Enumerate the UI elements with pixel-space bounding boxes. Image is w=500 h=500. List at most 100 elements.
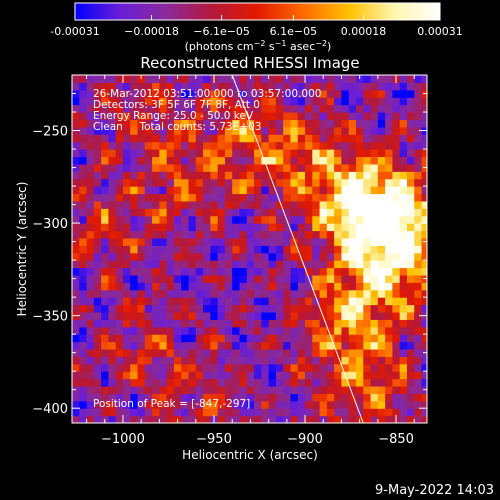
heatmap-cell xyxy=(166,252,175,261)
heatmap-cell xyxy=(246,208,255,217)
heatmap-cell xyxy=(203,215,211,224)
heatmap-cell xyxy=(261,104,270,113)
heatmap-cell xyxy=(414,311,423,320)
heatmap-cell xyxy=(166,415,175,423)
heatmap-cell xyxy=(166,304,175,313)
heatmap-cell xyxy=(356,267,364,276)
heatmap-cell xyxy=(188,408,197,417)
heatmap-cell xyxy=(152,348,160,357)
heatmap-cell xyxy=(217,186,226,195)
heatmap-cell xyxy=(239,393,248,402)
heatmap-cell xyxy=(108,193,117,202)
heatmap-cell xyxy=(261,260,270,269)
heatmap-cell xyxy=(275,89,284,98)
heatmap-cell xyxy=(399,97,408,106)
heatmap-cell xyxy=(421,75,427,84)
heatmap-cell xyxy=(239,267,248,276)
heatmap-cell xyxy=(72,215,80,224)
heatmap-cell xyxy=(79,326,88,335)
heatmap-cell xyxy=(348,223,357,232)
heatmap-cell xyxy=(144,408,153,417)
heatmap-cell xyxy=(137,378,146,387)
heatmap-cell xyxy=(341,319,350,328)
heatmap-cell xyxy=(392,348,401,357)
heatmap-cell xyxy=(137,363,146,372)
heatmap-cell xyxy=(414,82,423,91)
heatmap-cell xyxy=(290,267,299,276)
heatmap-cell xyxy=(203,171,211,180)
heatmap-cell xyxy=(232,378,241,387)
heatmap-cell xyxy=(217,215,226,224)
heatmap-cell xyxy=(101,408,110,417)
heatmap-cell xyxy=(72,82,80,91)
heatmap-cell xyxy=(130,400,139,409)
heatmap-cell xyxy=(370,341,379,350)
heatmap-cell xyxy=(246,215,255,224)
heatmap-cell xyxy=(159,163,168,172)
heatmap-cell xyxy=(363,215,372,224)
heatmap-cell xyxy=(254,119,262,128)
heatmap-cell xyxy=(334,356,343,365)
heatmap-cell xyxy=(239,363,248,372)
heatmap-cell xyxy=(319,178,328,187)
heatmap-cell xyxy=(399,82,408,91)
heatmap-cell xyxy=(348,156,357,165)
heatmap-cell xyxy=(261,141,270,150)
heatmap-cell xyxy=(159,215,168,224)
heatmap-cell xyxy=(414,334,423,343)
heatmap-cell xyxy=(356,156,364,165)
heatmap-cell xyxy=(166,89,175,98)
heatmap-cell xyxy=(377,200,386,209)
heatmap-cell xyxy=(137,149,146,158)
heatmap-cell xyxy=(326,89,335,98)
heatmap-cell xyxy=(283,178,292,187)
heatmap-cell xyxy=(86,260,95,269)
heatmap-cell xyxy=(130,126,139,135)
heatmap-cell xyxy=(195,134,204,143)
heatmap-cell xyxy=(188,348,197,357)
heatmap-cell xyxy=(312,297,321,306)
heatmap-cell xyxy=(72,371,80,380)
heatmap-cell xyxy=(275,163,284,172)
heatmap-cell xyxy=(283,245,292,254)
heatmap-cell xyxy=(334,393,343,402)
heatmap-cell xyxy=(421,297,427,306)
heatmap-cell xyxy=(356,363,364,372)
heatmap-cell xyxy=(115,415,124,423)
heatmap-cell xyxy=(203,156,211,165)
heatmap-cell xyxy=(348,200,357,209)
heatmap-cell xyxy=(181,126,190,135)
heatmap-cell xyxy=(166,208,175,217)
heatmap-cell xyxy=(261,89,270,98)
heatmap-cell xyxy=(195,400,204,409)
heatmap-cell xyxy=(152,334,160,343)
heatmap-cell xyxy=(144,75,153,84)
heatmap-cell xyxy=(356,326,364,335)
heatmap-cell xyxy=(188,326,197,335)
heatmap-cell xyxy=(115,163,124,172)
heatmap-cell xyxy=(130,89,139,98)
heatmap-cell xyxy=(319,348,328,357)
heatmap-cell xyxy=(173,371,182,380)
heatmap-cell xyxy=(188,156,197,165)
heatmap-cell xyxy=(392,149,401,158)
heatmap-cell xyxy=(246,186,255,195)
heatmap-cell xyxy=(406,230,415,239)
heatmap-cell xyxy=(341,112,350,121)
heatmap-cell xyxy=(217,126,226,135)
heatmap-cell xyxy=(268,119,277,128)
heatmap-cell xyxy=(86,237,95,246)
heatmap-cell xyxy=(399,237,408,246)
heatmap-cell xyxy=(210,186,219,195)
heatmap-cell xyxy=(370,252,379,261)
heatmap-cell xyxy=(334,193,343,202)
heatmap-cell xyxy=(414,126,423,135)
heatmap-cell xyxy=(181,112,190,121)
heatmap-cell xyxy=(224,393,233,402)
heatmap-cell xyxy=(370,311,379,320)
heatmap-cell xyxy=(210,356,219,365)
heatmap-cell xyxy=(188,171,197,180)
heatmap-cell xyxy=(363,223,372,232)
heatmap-cell xyxy=(305,326,313,335)
heatmap-cell xyxy=(210,200,219,209)
